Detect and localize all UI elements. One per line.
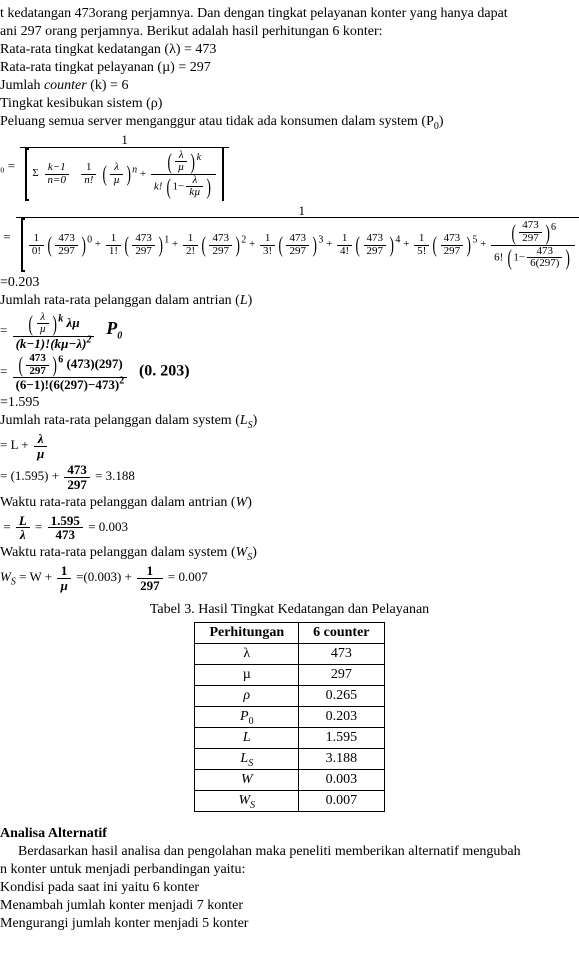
den-6-297: 6(297) xyxy=(527,258,562,270)
table-header-row: Perhitungan 6 counter xyxy=(195,623,384,644)
w-line: = Lλ = 1.595473 = 0.003 xyxy=(0,514,579,542)
table-row: λ473 xyxy=(195,644,384,665)
table-cell: 0.203 xyxy=(299,707,384,728)
k-counter-word: counter xyxy=(44,78,87,93)
table-col-1: 6 counter xyxy=(299,623,384,644)
table-cell: 1.595 xyxy=(299,728,384,749)
p0-formula-generic: ₀ = 1 Σ k−1n=0 1n! (λµ)n + (λµ)k k! (1−λ… xyxy=(0,133,579,201)
table-row: L1.595 xyxy=(195,728,384,749)
alt-item-2: Menambah jumlah konter menjadi 7 konter xyxy=(0,898,579,914)
ls-title-suffix: ) xyxy=(253,413,258,428)
table-cell: L xyxy=(195,728,299,749)
table-cell: 473 xyxy=(299,644,384,665)
ws-line: WS = W + 1µ =(0.003) + 1297 = 0.007 xyxy=(0,564,579,592)
l-title: Jumlah rata-rata pelanggan dalam antrian… xyxy=(0,293,579,309)
w-title: Waktu rata-rata pelanggan dalam antrian … xyxy=(0,495,579,511)
p0-eq-label: ₀ = xyxy=(0,158,15,173)
ls-var: LS xyxy=(240,413,253,428)
l-result: =1.595 xyxy=(0,395,579,411)
num-473-a: 473 xyxy=(55,233,78,246)
table-row: µ297 xyxy=(195,665,384,686)
table-cell: 0.003 xyxy=(299,770,384,791)
p0-formula-numeric: = 1 10!(473297)0 + 11!(473297)1 + 12!(47… xyxy=(0,204,579,272)
l-title-prefix: Jumlah rata-rata pelanggan dalam antrian… xyxy=(0,293,240,308)
result-table: Perhitungan 6 counter λ473 µ297 ρ0.265 P… xyxy=(194,622,384,812)
alt-title: Analisa Alternatif xyxy=(0,826,579,842)
table-cell: 0.007 xyxy=(299,791,384,812)
table-row: W0.003 xyxy=(195,770,384,791)
ls-title-prefix: Jumlah rata-rata pelanggan dalam system … xyxy=(0,413,240,428)
table-cell: W xyxy=(195,770,299,791)
table-cell: WS xyxy=(195,791,299,812)
table-row: WS0.007 xyxy=(195,791,384,812)
table-row: LS3.188 xyxy=(195,749,384,770)
p0-close: ) xyxy=(439,114,444,129)
table-cell: P0 xyxy=(195,707,299,728)
k-prefix: Jumlah xyxy=(0,78,44,93)
ws-title-suffix: ) xyxy=(252,545,257,560)
l-formula-generic: = (λµ)k λµ (k−1)!(kµ−λ)2 P0 xyxy=(0,312,579,351)
ws-var: WS xyxy=(236,545,253,560)
num-0203: (0. 203) xyxy=(139,363,190,380)
rho-line: Tingkat kesibukan sistem (ρ) xyxy=(0,96,579,112)
den-297-a: 297 xyxy=(55,246,78,258)
alt-item-3: Mengurangi jumlah konter menjadi 5 konte… xyxy=(0,916,579,932)
sum-symbol: Σ xyxy=(32,168,38,180)
ws-title: Waktu rata-rata pelanggan dalam system (… xyxy=(0,545,579,561)
k-suffix: (k) = 6 xyxy=(87,78,129,93)
table-col-0: Perhitungan xyxy=(195,623,299,644)
ws-lhs: WS xyxy=(0,569,16,584)
ls-title: Jumlah rata-rata pelanggan dalam system … xyxy=(0,413,579,429)
table-cell: µ xyxy=(195,665,299,686)
intro-line-1: t kedatangan 473orang perjamnya. Dan den… xyxy=(0,6,579,22)
l-formula-numeric: = (473297)6 (473)(297) (6−1)!(6(297)−473… xyxy=(0,353,579,392)
table-cell: 0.265 xyxy=(299,686,384,707)
k-line: Jumlah counter (k) = 6 xyxy=(0,78,579,94)
ws-title-prefix: Waktu rata-rata pelanggan dalam system ( xyxy=(0,545,236,560)
ls-line1: = L + λµ xyxy=(0,432,579,460)
intro-line-2: ani 297 orang perjamnya. Berikut adalah … xyxy=(0,24,579,40)
alt-item-1: Kondisi pada saat ini yaitu 6 konter xyxy=(0,880,579,896)
w-title-prefix: Waktu rata-rata pelanggan dalam antrian … xyxy=(0,495,236,510)
table-caption: Tabel 3. Hasil Tingkat Kedatangan dan Pe… xyxy=(0,602,579,618)
big-p0: P0 xyxy=(106,318,122,338)
lambda-line: Rata-rata tingkat kedatangan (λ) = 473 xyxy=(0,42,579,58)
w-title-suffix: ) xyxy=(247,495,252,510)
p0-text: Peluang semua server menganggur atau tid… xyxy=(0,114,434,129)
table-cell: 297 xyxy=(299,665,384,686)
w-var: W xyxy=(236,495,248,510)
table-cell: LS xyxy=(195,749,299,770)
mu-line: Rata-rata tingkat pelayanan (µ) = 297 xyxy=(0,60,579,76)
table-cell: ρ xyxy=(195,686,299,707)
table-cell: 3.188 xyxy=(299,749,384,770)
l-var: L xyxy=(240,293,248,308)
ls-line2: = (1.595) + 473297 = 3.188 xyxy=(0,463,579,491)
alt-para-2: n konter untuk menjadi perbandingan yait… xyxy=(0,862,579,878)
p0-line: Peluang semua server menganggur atau tid… xyxy=(0,114,579,130)
table-row: P00.203 xyxy=(195,707,384,728)
table-cell: λ xyxy=(195,644,299,665)
table-row: ρ0.265 xyxy=(195,686,384,707)
l-title-suffix: ) xyxy=(248,293,253,308)
alt-para-1: Berdasarkan hasil analisa dan pengolahan… xyxy=(0,844,579,860)
p0-result: =0.203 xyxy=(0,275,579,291)
